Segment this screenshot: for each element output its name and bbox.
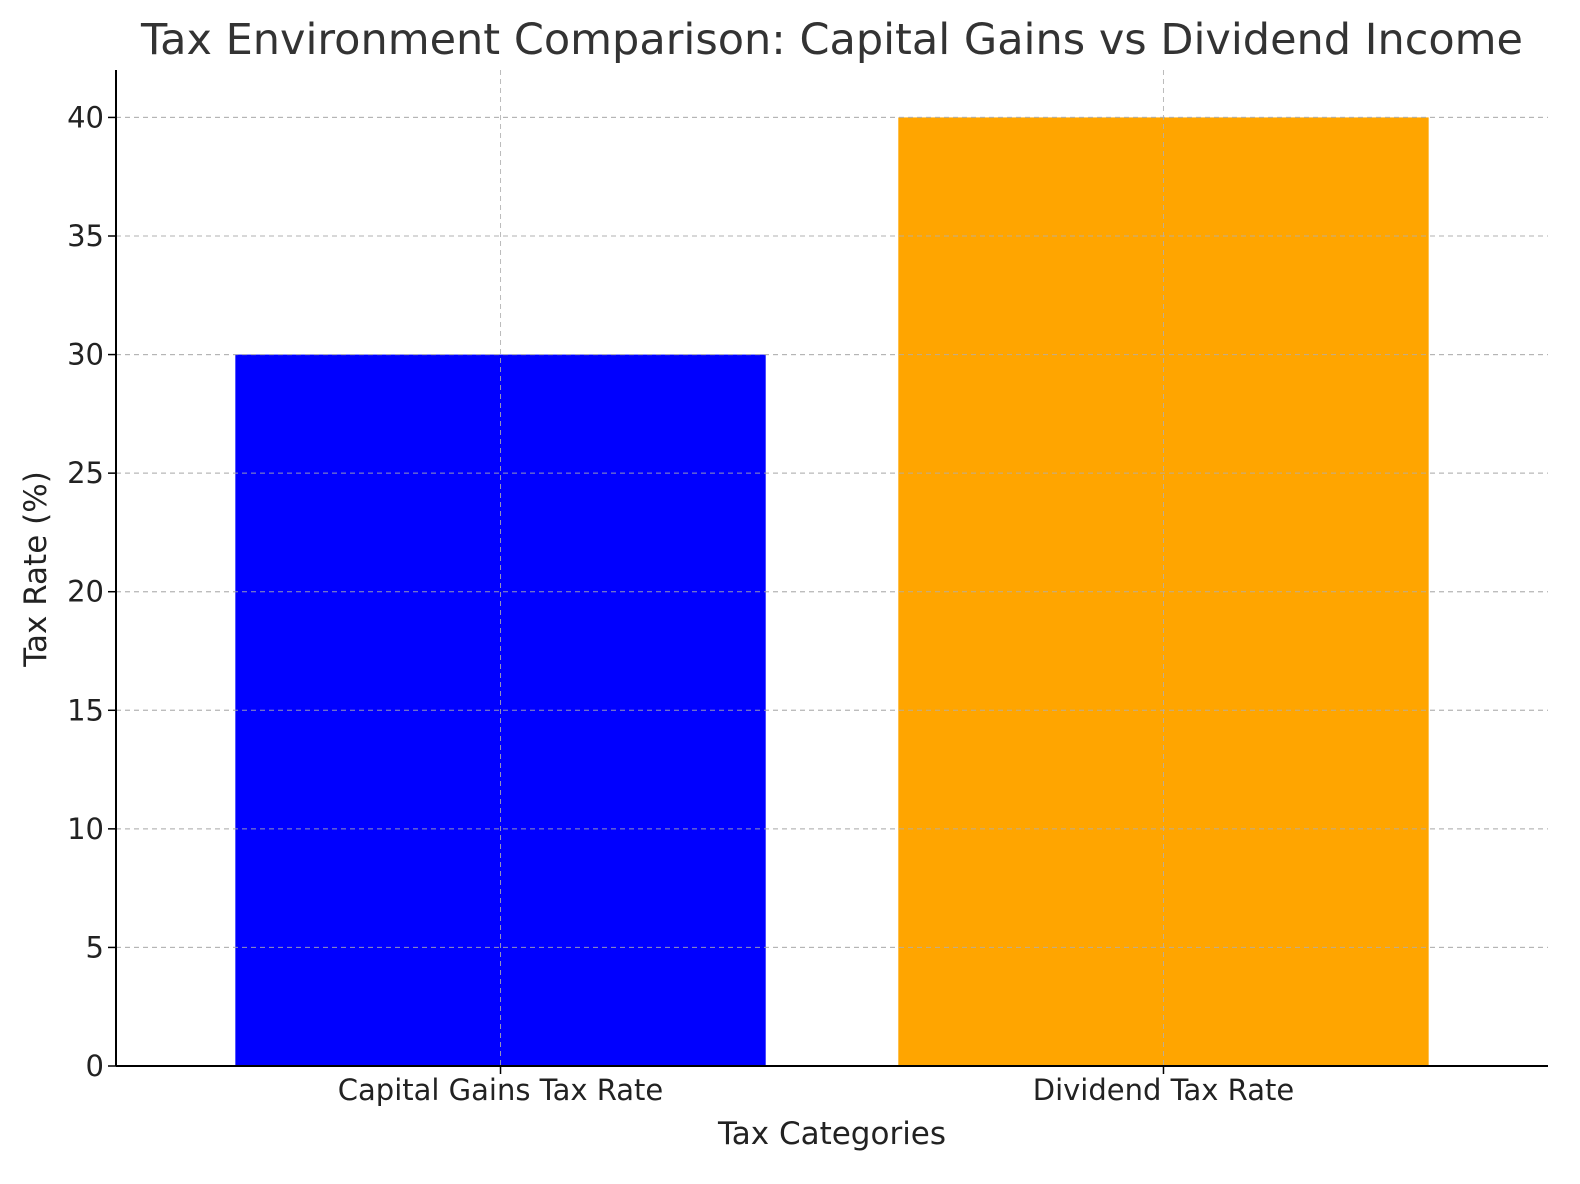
x-ticks: Capital Gains Tax Rate Dividend Tax Rate [338,1066,1294,1107]
y-tick-label: 20 [67,575,104,609]
y-tick-label: 25 [67,456,104,490]
y-tick-label: 15 [67,693,104,727]
y-tick-label: 10 [67,812,104,846]
bars-layer [116,70,1548,1067]
y-tick-label: 5 [86,930,104,964]
x-tick-label: Dividend Tax Rate [1033,1073,1294,1107]
y-tick-label: 40 [67,100,104,134]
y-tick-label: 0 [86,1049,104,1083]
y-tick-label: 35 [67,219,104,253]
y-tick-label: 30 [67,338,104,372]
chart-title: Tax Environment Comparison: Capital Gain… [140,15,1523,65]
x-tick-label: Capital Gains Tax Rate [338,1073,663,1107]
x-axis-label: Tax Categories [717,1116,946,1152]
y-axis-label: Tax Rate (%) [18,471,54,668]
y-ticks: 0 5 10 15 20 25 30 35 40 [67,100,116,1083]
